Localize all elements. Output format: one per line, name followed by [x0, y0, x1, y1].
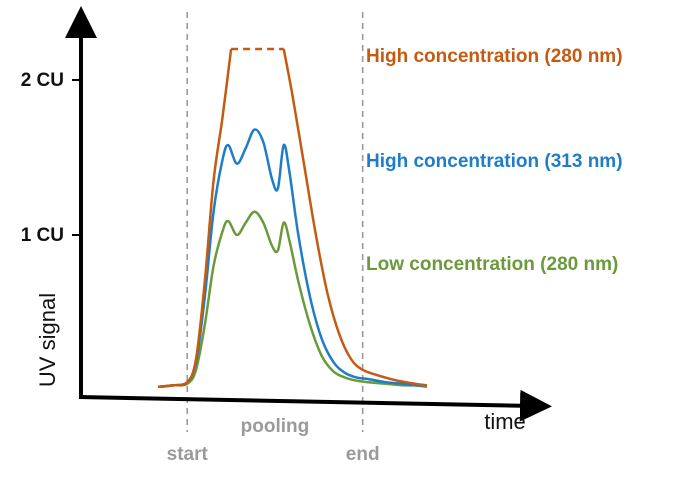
y-axis-title: UV signal [35, 293, 60, 387]
legend-entry-1: High concentration (313 nm) [366, 151, 623, 172]
y-tick-label: 2 CU [21, 70, 64, 91]
legend: High concentration (280 nm) High concentr… [366, 46, 623, 275]
series-layer [157, 47, 428, 389]
series-line-high-280nm-fall [282, 48, 428, 387]
markers-layer: start end [167, 12, 380, 465]
marker-end-label: end [346, 444, 380, 465]
legend-entry-0: High concentration (280 nm) [366, 46, 623, 67]
pooling-label: pooling [241, 416, 310, 437]
legend-entry-2: Low concentration (280 nm) [366, 254, 618, 275]
x-axis-title: time [484, 409, 526, 434]
y-tick-label: 1 CU [21, 225, 64, 246]
series-line-2 [157, 210, 428, 389]
x-axis [78, 389, 552, 422]
y-ticks: 2 CU 1 CU [21, 70, 81, 246]
series-line-high-280nm-rise [157, 48, 233, 389]
marker-start-label: start [167, 444, 209, 465]
series-line-1 [157, 128, 428, 389]
